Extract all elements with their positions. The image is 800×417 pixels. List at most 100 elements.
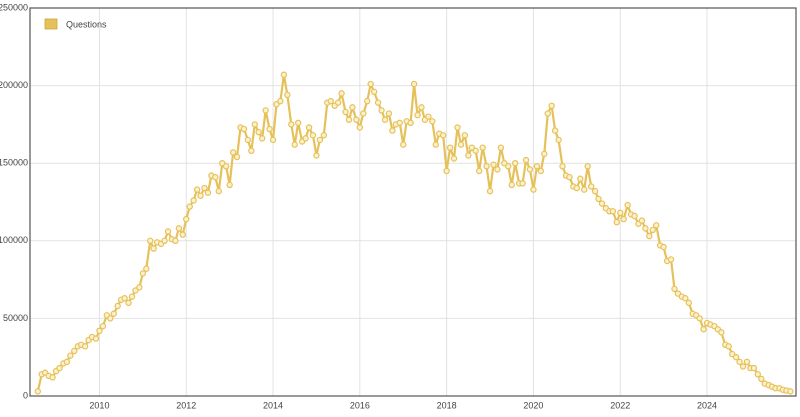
data-point	[345, 116, 353, 123]
y-tick-label: 50000	[3, 313, 28, 323]
data-point	[396, 119, 403, 127]
data-point	[316, 136, 324, 144]
data-point	[660, 243, 667, 251]
data-point	[266, 125, 273, 133]
data-point	[432, 141, 439, 148]
data-point	[201, 184, 208, 192]
data-point	[537, 167, 545, 175]
data-point	[349, 104, 356, 111]
data-point	[497, 144, 505, 151]
data-point	[682, 295, 689, 302]
data-point	[624, 201, 631, 209]
data-point	[71, 347, 78, 355]
data-point	[472, 147, 479, 154]
data-point	[370, 88, 378, 96]
x-tick-label: 2024	[697, 400, 717, 410]
data-point	[454, 124, 461, 131]
data-point	[150, 245, 157, 252]
data-point	[226, 181, 233, 189]
x-tick-label: 2022	[610, 400, 630, 410]
data-point	[465, 152, 472, 159]
y-tick-label: 0	[23, 390, 28, 400]
data-point	[620, 215, 627, 223]
data-point	[334, 99, 342, 106]
y-tick-label: 100000	[0, 235, 28, 245]
x-tick-label: 2012	[176, 400, 196, 410]
data-point	[649, 226, 656, 234]
data-point	[147, 237, 154, 244]
x-tick-label: 2020	[523, 400, 543, 410]
x-tick-label: 2018	[437, 400, 457, 410]
data-point	[229, 149, 237, 156]
data-point	[338, 90, 345, 97]
data-point	[197, 192, 204, 199]
data-point	[288, 121, 295, 128]
data-point	[671, 285, 678, 293]
data-point	[591, 187, 599, 195]
data-point	[309, 132, 317, 139]
data-point	[526, 166, 534, 173]
data-point	[519, 180, 526, 187]
data-point	[121, 295, 128, 302]
data-point	[277, 97, 284, 105]
data-point	[99, 322, 107, 330]
data-point	[364, 97, 371, 105]
data-point	[258, 135, 266, 142]
data-point	[81, 343, 89, 350]
data-point	[139, 270, 147, 277]
data-point	[255, 128, 262, 136]
data-point	[186, 203, 193, 210]
data-point	[284, 91, 291, 99]
x-tick-label: 2016	[350, 400, 370, 410]
data-point	[642, 225, 649, 232]
data-point	[638, 217, 646, 224]
data-point	[381, 116, 389, 123]
data-point	[389, 127, 396, 134]
data-point	[530, 186, 537, 193]
data-point	[125, 299, 132, 307]
data-point	[240, 125, 248, 133]
data-point	[190, 197, 197, 204]
data-point	[222, 163, 230, 170]
data-point	[631, 212, 638, 220]
data-point	[407, 119, 414, 127]
data-point	[750, 364, 758, 372]
data-point	[758, 375, 765, 383]
data-point	[110, 310, 117, 317]
data-point	[400, 141, 407, 148]
data-point	[92, 335, 100, 342]
data-point	[718, 329, 725, 336]
y-tick-label: 150000	[0, 158, 28, 168]
data-point	[490, 161, 497, 168]
data-point	[136, 284, 143, 291]
data-point	[212, 173, 219, 181]
data-point	[215, 187, 222, 195]
data-point	[374, 99, 382, 106]
data-point	[295, 119, 302, 127]
data-point	[248, 147, 255, 154]
data-point	[410, 80, 418, 88]
data-point	[457, 141, 465, 148]
data-point	[544, 110, 551, 117]
data-point	[559, 163, 566, 170]
data-point	[533, 163, 541, 170]
data-point	[584, 163, 591, 170]
x-tick-label: 2010	[89, 400, 109, 410]
data-point	[667, 256, 675, 263]
data-point	[653, 222, 660, 229]
data-point	[486, 187, 494, 195]
data-point	[280, 71, 288, 78]
data-point	[595, 195, 602, 203]
data-point	[566, 173, 573, 181]
y-tick-label: 200000	[0, 80, 28, 90]
data-point	[67, 352, 74, 359]
data-point	[49, 374, 56, 381]
data-point	[577, 175, 584, 182]
data-point	[164, 228, 172, 235]
data-point	[446, 144, 454, 151]
data-point	[302, 135, 309, 142]
data-point	[736, 358, 743, 366]
data-point	[609, 208, 617, 215]
data-point	[787, 388, 794, 395]
